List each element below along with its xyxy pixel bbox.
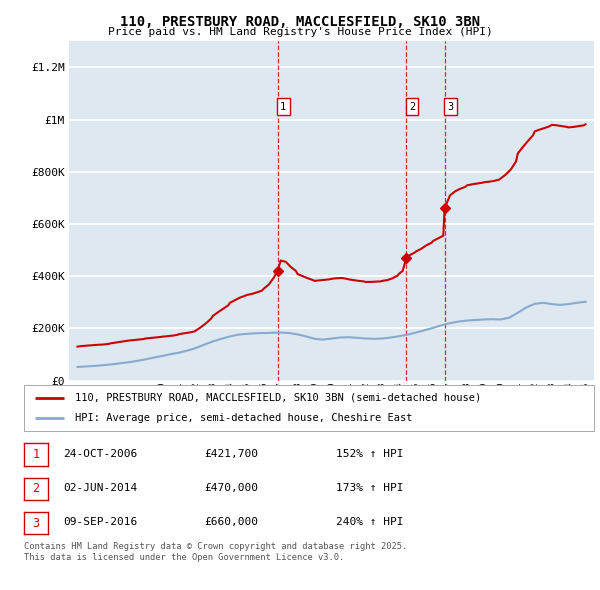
Text: 3: 3	[32, 516, 40, 529]
Text: 240% ↑ HPI: 240% ↑ HPI	[336, 517, 404, 527]
Text: 2: 2	[409, 101, 415, 112]
Text: 152% ↑ HPI: 152% ↑ HPI	[336, 449, 404, 458]
Text: Contains HM Land Registry data © Crown copyright and database right 2025.
This d: Contains HM Land Registry data © Crown c…	[24, 542, 407, 562]
Text: 02-JUN-2014: 02-JUN-2014	[63, 483, 137, 493]
Text: £660,000: £660,000	[204, 517, 258, 527]
Text: 1: 1	[32, 448, 40, 461]
Text: £470,000: £470,000	[204, 483, 258, 493]
Text: 110, PRESTBURY ROAD, MACCLESFIELD, SK10 3BN (semi-detached house): 110, PRESTBURY ROAD, MACCLESFIELD, SK10 …	[76, 392, 482, 402]
Text: £421,700: £421,700	[204, 449, 258, 458]
Text: 24-OCT-2006: 24-OCT-2006	[63, 449, 137, 458]
Text: 110, PRESTBURY ROAD, MACCLESFIELD, SK10 3BN: 110, PRESTBURY ROAD, MACCLESFIELD, SK10 …	[120, 15, 480, 29]
Text: 173% ↑ HPI: 173% ↑ HPI	[336, 483, 404, 493]
Text: 1: 1	[280, 101, 286, 112]
Text: Price paid vs. HM Land Registry's House Price Index (HPI): Price paid vs. HM Land Registry's House …	[107, 27, 493, 37]
Text: HPI: Average price, semi-detached house, Cheshire East: HPI: Average price, semi-detached house,…	[76, 413, 413, 423]
Text: 2: 2	[32, 482, 40, 495]
Text: 09-SEP-2016: 09-SEP-2016	[63, 517, 137, 527]
Text: 3: 3	[447, 101, 454, 112]
